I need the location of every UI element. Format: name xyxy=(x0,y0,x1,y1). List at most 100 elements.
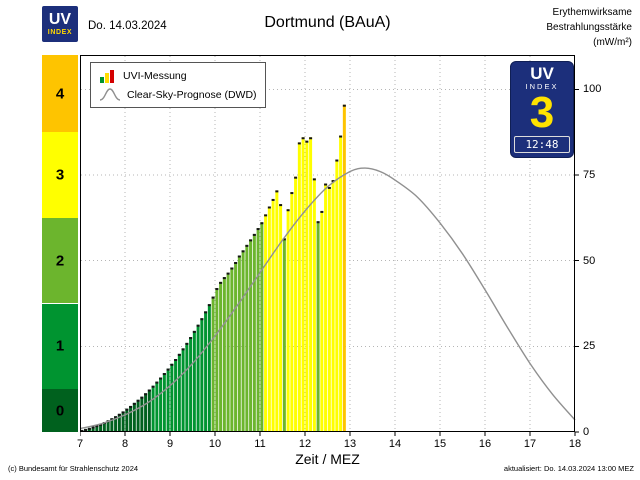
uvi-measurement-bar xyxy=(294,176,298,432)
x-axis-tick-label: 9 xyxy=(166,438,174,450)
uvi-measurement-bar xyxy=(129,405,133,432)
uvi-bar-cap xyxy=(147,389,151,392)
uvi-measurement-bar xyxy=(267,206,271,432)
unit-label-line3: (mW/m²) xyxy=(593,37,632,48)
uvi-bar-cap xyxy=(170,363,174,366)
uvi-bar-cap xyxy=(309,137,313,140)
uvi-measurement-bar xyxy=(305,140,309,432)
legend-forecast-label: Clear-Sky-Prognose (DWD) xyxy=(127,88,257,101)
uvi-bar-cap xyxy=(177,353,181,356)
uvi-measurement-bar xyxy=(215,288,219,432)
uv-index-badge: UV INDEX 3 12:48 xyxy=(510,61,574,158)
y-axis-tick-label: 50 xyxy=(583,254,596,267)
uvi-bar-cap xyxy=(114,416,118,419)
plot-frame xyxy=(80,55,575,432)
uvi-measurement-bar xyxy=(151,385,155,432)
uvi-measurement-bar xyxy=(282,238,286,432)
date-label: Do. 14.03.2024 xyxy=(88,20,167,32)
uvi-bar-cap xyxy=(282,238,286,241)
uvi-bar-cap xyxy=(204,311,208,314)
uvi-measurement-bar xyxy=(301,137,305,432)
uvi-measurement-bar xyxy=(159,377,163,432)
uvi-bar-cap xyxy=(125,408,129,411)
y-axis-unit-label: Erythemwirksame Bestrahlungsstärke (mW/m… xyxy=(546,5,632,50)
uvi-measurement-bar xyxy=(249,239,253,432)
uvi-bar-cap xyxy=(339,135,343,138)
uvi-measurement-bar xyxy=(204,311,208,432)
uvi-measurement-bar xyxy=(222,277,226,432)
uvi-bar-cap xyxy=(245,244,249,247)
uvi-bar-cap xyxy=(151,385,155,388)
uvi-bar-cap xyxy=(91,426,95,429)
uv-logo-uv-text: UV xyxy=(48,11,72,28)
uvi-bar-cap xyxy=(192,330,196,333)
uvi-scale-block-0: 0 xyxy=(42,389,78,432)
uvi-measurement-bar xyxy=(106,420,110,432)
y-axis-tick-labels: 0 25 50 75 100 xyxy=(583,55,628,438)
uvi-bar-cap xyxy=(110,418,114,421)
uvi-bar-cap xyxy=(249,239,253,242)
uvi-measurement-bar xyxy=(99,423,103,432)
y-axis-tick-label: 100 xyxy=(583,83,602,96)
uvi-bar-cap xyxy=(136,399,140,402)
x-axis-tick-label: 12 xyxy=(298,438,312,450)
uvi-measurement-bar xyxy=(181,348,185,432)
uvi-bar-cap xyxy=(234,262,238,265)
uvi-measurement-bar xyxy=(95,425,99,432)
uvi-bar-cap xyxy=(290,192,294,195)
uvi-bar-cap xyxy=(286,209,290,212)
uvi-scale-label: 0 xyxy=(55,402,65,420)
uvi-measurement-bar xyxy=(256,228,260,432)
legend-bars-icon xyxy=(100,70,114,83)
x-axis-tick-label: 8 xyxy=(121,438,129,450)
uvi-bar-cap xyxy=(294,176,298,179)
uvi-measurement-bar xyxy=(264,214,268,432)
uvi-bar-cap xyxy=(267,206,271,209)
uvi-bar-cap xyxy=(196,324,200,327)
uvi-measurement-bar xyxy=(114,416,118,432)
uvi-measurement-bar xyxy=(110,418,114,432)
uvi-bar-cap xyxy=(159,377,163,380)
uvi-measurement-bar xyxy=(241,250,245,432)
uvi-bar-cap xyxy=(331,180,335,183)
uvi-bar-cap xyxy=(129,405,133,408)
uvi-measurement-bar xyxy=(219,281,223,432)
badge-uv-text: UV xyxy=(530,64,554,83)
footer-updated: aktualisiert: Do. 14.03.2024 13:00 MEZ xyxy=(503,464,634,473)
uvi-scale-label: 1 xyxy=(55,337,65,355)
uvi-measurement-bar xyxy=(271,198,275,432)
uvi-measurement-bar xyxy=(260,222,264,432)
footer-copyright: (c) Bundesamt für Strahlenschutz 2024 xyxy=(8,464,139,473)
uvi-bar-cap xyxy=(121,411,125,414)
uvi-bar-cap xyxy=(230,267,234,270)
uvi-bar-cap xyxy=(327,186,331,189)
uvi-bar-cap xyxy=(256,228,260,231)
uvi-bar-cap xyxy=(252,233,256,236)
uvi-bar-cap xyxy=(189,337,193,340)
chart-legend: UVI-Messung Clear-Sky-Prognose (DWD) xyxy=(90,62,266,108)
uvi-measurement-bar xyxy=(91,426,95,432)
uvi-measurement-bar xyxy=(316,221,320,432)
y-axis-tick-label: 75 xyxy=(583,168,596,181)
x-axis-tick-label: 14 xyxy=(388,438,402,450)
uvi-bar-cap xyxy=(84,428,88,431)
uvi-bar-cap xyxy=(324,183,328,186)
uvi-measurement-bar xyxy=(230,267,234,432)
uvi-bar-cap xyxy=(264,214,268,217)
x-axis-title: Zeit / MEZ xyxy=(295,451,360,467)
uvi-measurement-bar xyxy=(132,402,136,432)
uvi-bar-cap xyxy=(140,396,144,399)
uvi-measurement-bar xyxy=(121,411,125,432)
uvi-bar-cap xyxy=(207,304,211,307)
uvi-measurement-bar xyxy=(136,399,140,432)
uvi-bar-cap xyxy=(80,429,84,432)
uvi-measurement-bar xyxy=(331,180,335,432)
uvi-measurement-bar xyxy=(200,318,204,432)
uvi-bar-cap xyxy=(275,190,279,193)
uvi-measurement-bar xyxy=(174,358,178,432)
uvi-scale: 0 1 2 3 4 xyxy=(42,55,78,432)
uvi-bar-cap xyxy=(237,255,241,258)
uvi-measurement-bar xyxy=(312,178,316,432)
uvi-scale-block-1: 1 xyxy=(42,303,78,390)
uv-logo-index-text: INDEX xyxy=(47,29,73,36)
